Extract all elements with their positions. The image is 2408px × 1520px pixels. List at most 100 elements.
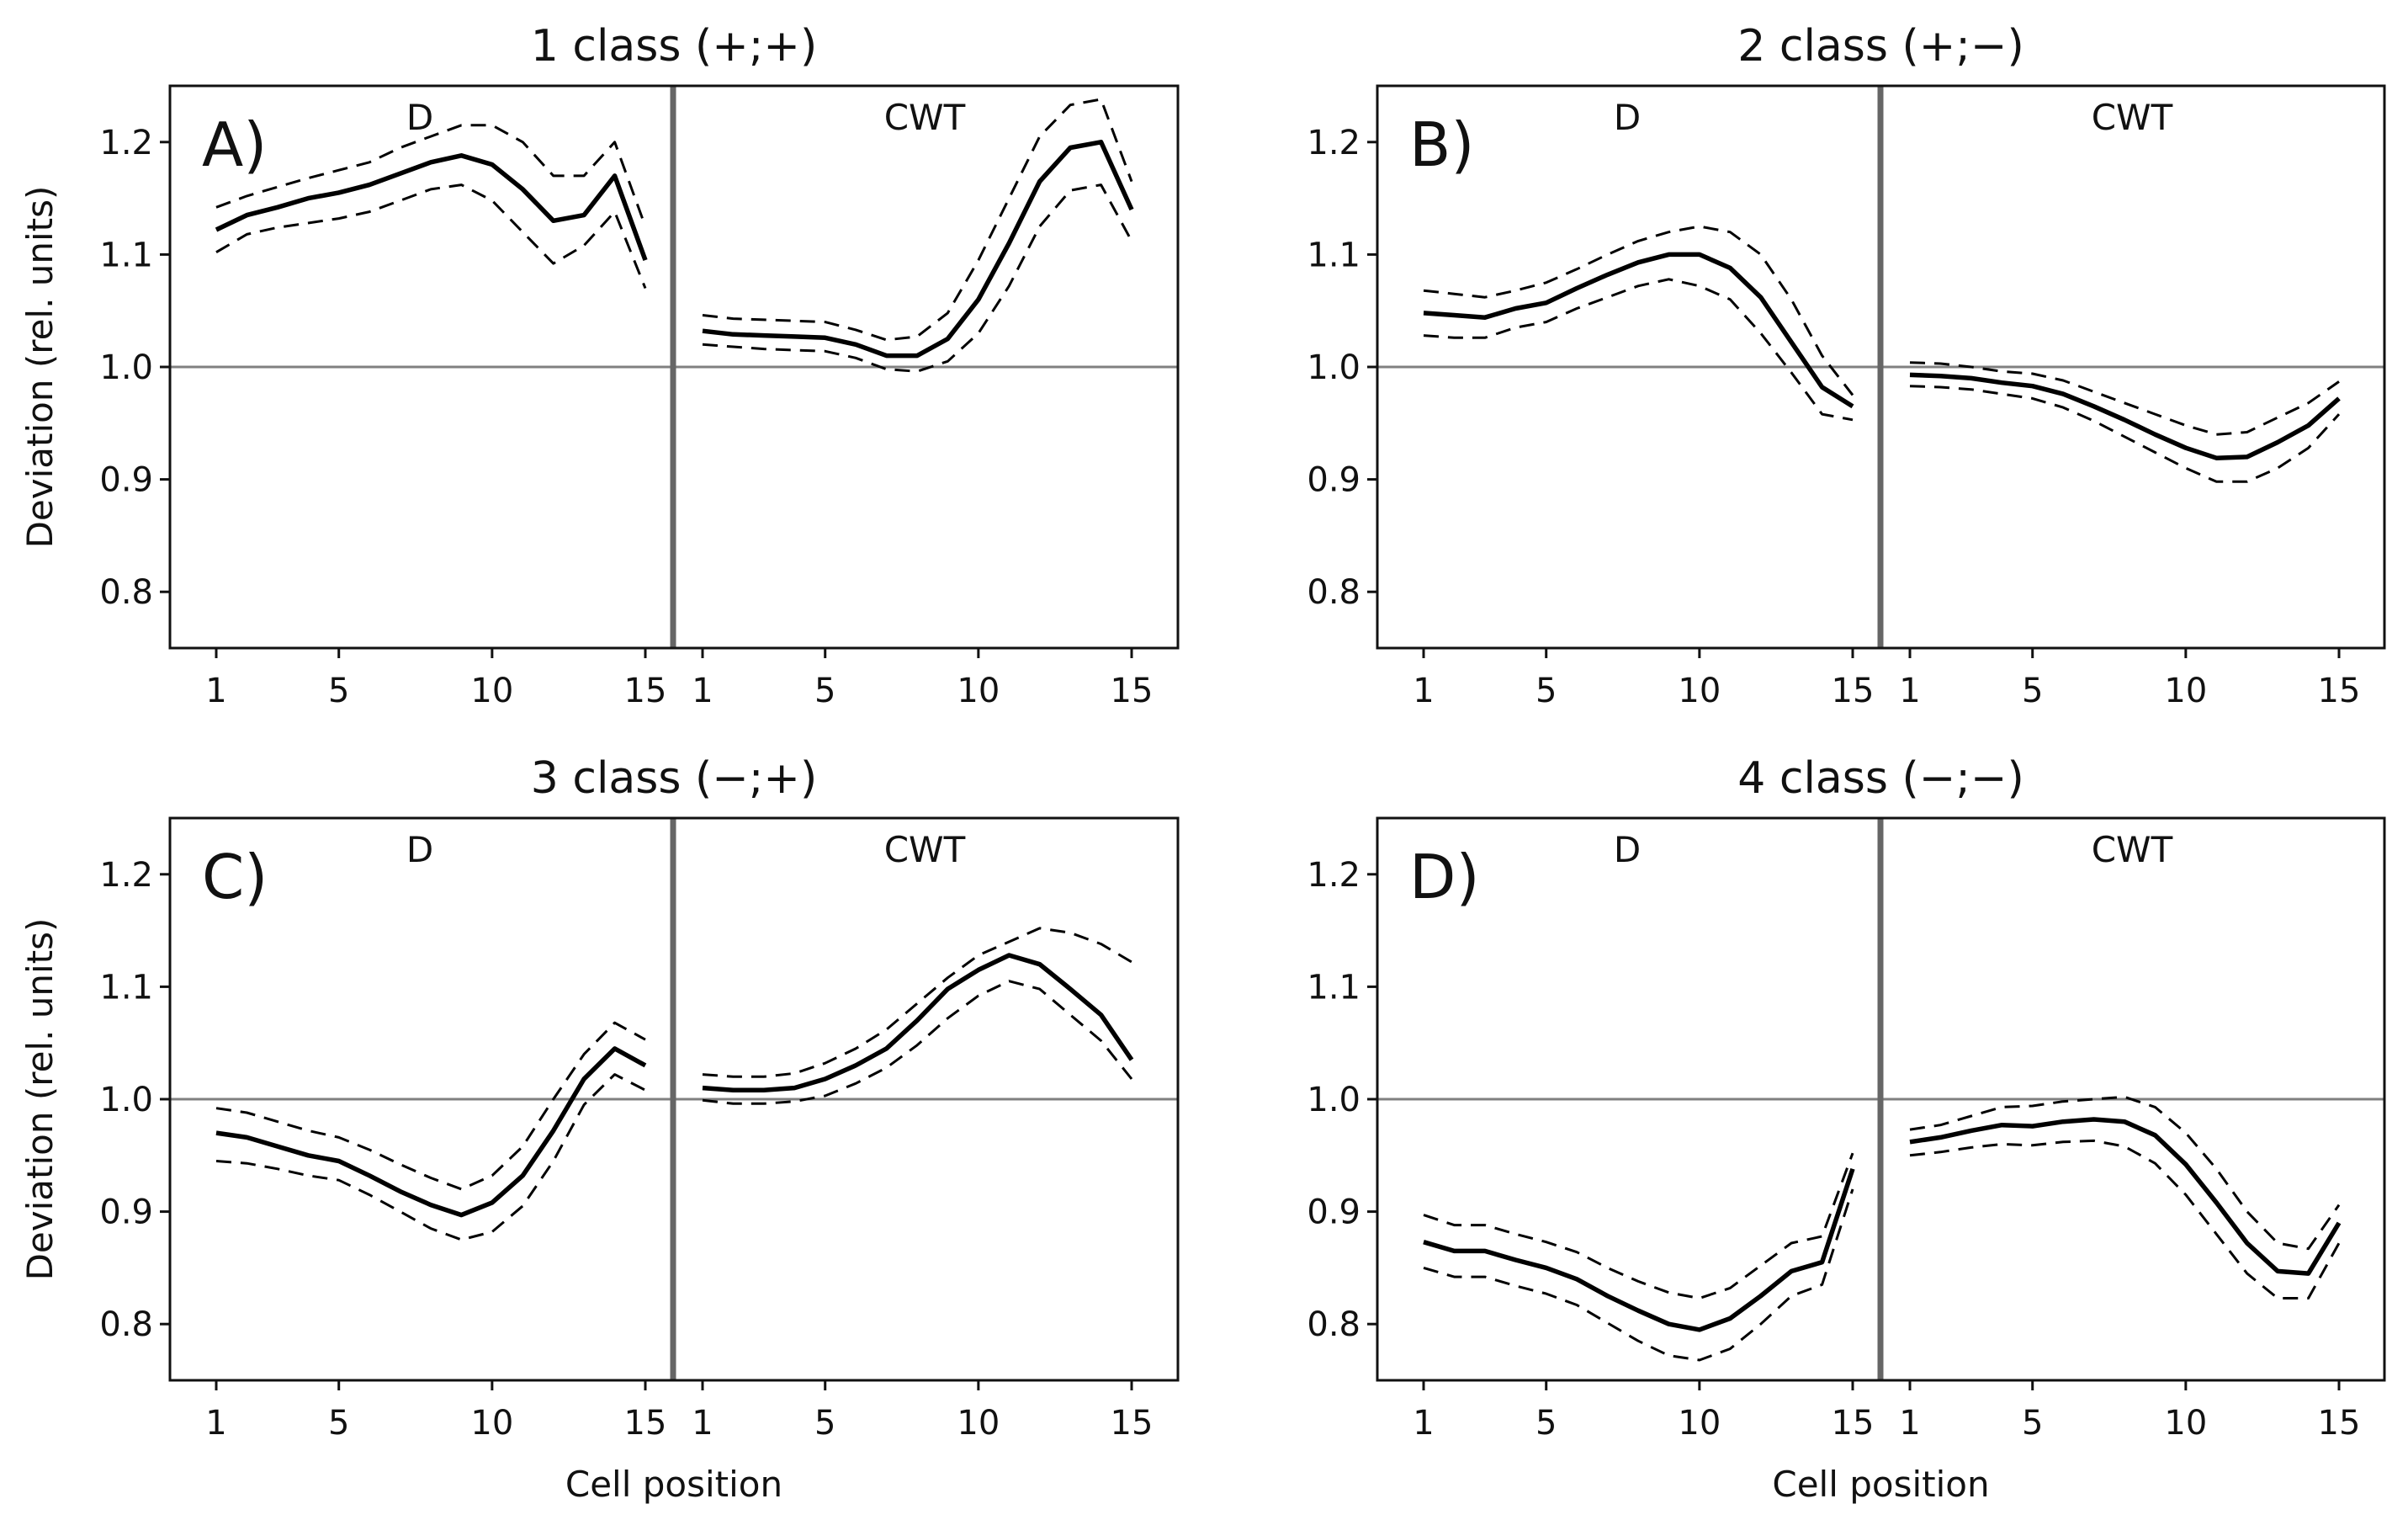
method-label: D [406,829,433,870]
y-tick-label: 1.0 [1307,1081,1360,1119]
series-line-lower [1423,1188,1854,1362]
axes-frame [168,84,1180,650]
x-tick-label: 10 [470,1404,513,1443]
panel-label: A) [202,109,267,180]
y-tick-label: 1.1 [1307,236,1360,274]
x-tick-label: 1 [1413,1404,1434,1443]
series-line-upper [1423,225,1854,396]
x-tick-label: 10 [470,672,513,710]
series-line-upper [1909,1095,2341,1251]
method-label: CWT [884,829,966,870]
series-line-lower [1909,385,2341,483]
panel-a: 1 class (+;+) 0.8 0.9 1.0 1.1 1.2 Deviation (r… [19,21,1180,710]
y-tick-label: 1.2 [99,856,153,895]
x-tick-label: 15 [1832,1404,1875,1443]
method-label: D [1614,829,1641,870]
x-tick-label: 1 [1899,672,1920,710]
panel-title: 3 class (−;+) [531,753,817,804]
x-tick-label: 15 [1111,672,1154,710]
x-tick-label: 1 [205,1404,226,1443]
y-tick-label: 1.2 [1307,856,1360,895]
y-tick-label: 1.0 [99,1081,153,1119]
series-line-mean [215,1046,647,1218]
subplot-d: D1 5 10 15 [205,829,666,1443]
y-tick-label: 0.9 [1307,1193,1360,1232]
series-line-upper [702,927,1132,1078]
x-tick-label: 15 [1111,1404,1154,1443]
series-line-lower [1423,278,1854,422]
panel-c: 3 class (−;+) 0.8 0.9 1.0 1.1 1.2 Deviation (r… [19,753,1180,1505]
y-tick-label: 1.2 [99,124,153,162]
x-tick-label: 5 [328,672,349,710]
series-line-mean [1909,1117,2342,1276]
panel-label: C) [202,842,268,912]
series-line-mean [702,953,1134,1093]
x-tick-label: 1 [1899,1404,1920,1443]
x-tick-label: 10 [957,1404,1000,1443]
x-tick-label: 10 [2164,1404,2207,1443]
series-line-mean [1909,372,2341,460]
x-tick-label: 1 [692,1404,713,1443]
x-axis-label: Cell position [565,1464,782,1505]
series-line-upper [1909,361,2340,436]
series-line-upper [1423,1152,1854,1299]
series-line-upper [215,1021,646,1191]
series-line-mean [702,140,1134,359]
series-line-lower [215,183,647,290]
x-tick-label: 5 [1535,672,1557,710]
y-tick-label: 1.1 [99,968,153,1007]
x-tick-label: 15 [1832,672,1875,710]
x-tick-label: 5 [1535,1404,1557,1443]
y-tick-label: 1.0 [1307,348,1360,387]
x-tick-label: 15 [2318,1404,2361,1443]
x-tick-label: 5 [328,1404,349,1443]
subplot-d: D1 5 10 15 [205,97,666,710]
x-tick-label: 10 [2164,672,2207,710]
axes-frame [1376,816,2386,1382]
y-axis-label: Deviation (rel. units) [19,186,61,549]
axes-frame [1376,84,2386,650]
x-tick-label: 5 [2022,672,2043,710]
x-tick-label: 5 [814,672,835,710]
panel-label: B) [1409,109,1474,180]
method-label: D [1614,97,1641,138]
series-line-mean [215,153,648,262]
axes-frame [168,816,1180,1382]
y-tick-label: 0.8 [99,573,153,612]
y-axis-label: Deviation (rel. units) [19,918,61,1281]
y-tick-label: 0.8 [1307,1305,1360,1344]
series-line-mean [1423,1167,1855,1332]
y-tick-label: 0.8 [1307,573,1360,612]
x-tick-label: 5 [814,1404,835,1443]
method-label: D [406,97,433,138]
x-axis-label: Cell position [1772,1464,1989,1505]
panel-label: D) [1409,842,1480,912]
series-line-lower [702,980,1133,1105]
y-tick-label: 0.9 [99,461,153,500]
x-tick-label: 15 [2318,672,2361,710]
x-tick-label: 1 [692,672,713,710]
series-line-lower [702,183,1133,373]
panel-title: 4 class (−;−) [1737,753,2023,804]
y-tick-label: 1.2 [1307,124,1360,162]
method-label: CWT [884,97,966,138]
y-tick-label: 1.1 [1307,968,1360,1007]
x-tick-label: 1 [205,672,226,710]
y-tick-label: 1.1 [99,236,153,274]
y-tick-label: 0.8 [99,1305,153,1344]
subplot-d: D1 5 10 15 [1413,829,1874,1443]
x-tick-label: 5 [2022,1404,2043,1443]
x-tick-label: 10 [1678,1404,1721,1443]
panel-title: 1 class (+;+) [531,21,817,72]
x-tick-label: 15 [624,672,667,710]
series-line-lower [1909,1139,2341,1299]
series-line-upper [215,124,647,227]
x-tick-label: 15 [624,1404,667,1443]
